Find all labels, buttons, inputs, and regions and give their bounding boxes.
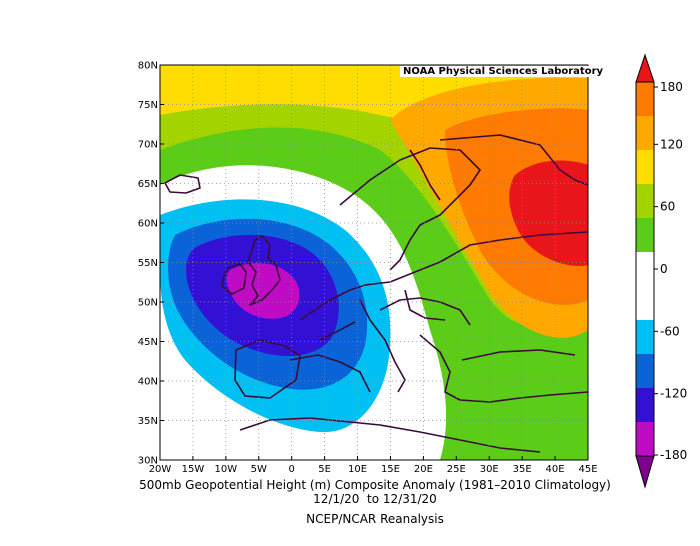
colorbar-swatch xyxy=(636,320,654,354)
colorbar-tick-label: 60 xyxy=(660,200,675,214)
colorbar-swatch xyxy=(636,218,654,252)
band-plus-180 xyxy=(509,160,588,266)
colorbar-swatch xyxy=(636,150,654,184)
lon-tick-label: 40E xyxy=(546,464,565,475)
lon-tick-label: 0 xyxy=(289,464,295,475)
axis-ticks: 20W 15W 10W 5W 0 5E 10E 15E 20E 25E 30E 35E 40E 45E 30… xyxy=(138,61,598,476)
colorbar: 180 120 60 0 -60 -120 -180 xyxy=(635,53,687,489)
colorbar-swatch xyxy=(636,354,654,388)
lon-tick-label: 10E xyxy=(348,464,367,475)
lat-tick-label: 75N xyxy=(138,100,158,111)
colorbar-tick-label: -60 xyxy=(660,324,680,338)
lat-lon-grid xyxy=(160,65,588,460)
colorbar-tick-label: 0 xyxy=(660,262,668,276)
caption-period: 12/1/20 to 12/31/20 xyxy=(313,492,437,506)
lon-tick-label: 25E xyxy=(447,464,466,475)
caption-title: 500mb Geopotential Height (m) Composite … xyxy=(139,478,611,492)
colorbar-max-arrow xyxy=(635,53,655,83)
lon-tick-label: 20E xyxy=(414,464,433,475)
colorbar-swatch xyxy=(636,422,654,456)
colorbar-swatch xyxy=(636,184,654,218)
lat-tick-label: 45N xyxy=(138,337,158,348)
lon-tick-label: 5W xyxy=(251,464,267,475)
lon-tick-label: 30E xyxy=(480,464,499,475)
lon-tick-label: 35E xyxy=(513,464,532,475)
colorbar-tick-label: -180 xyxy=(660,448,687,462)
lat-tick-label: 65N xyxy=(138,179,158,190)
colorbar-swatch xyxy=(636,388,654,422)
lon-tick-label: 15E xyxy=(381,464,400,475)
colorbar-swatch xyxy=(636,82,654,116)
lon-tick-label: 5E xyxy=(318,464,331,475)
lon-tick-label: 20W xyxy=(149,464,172,475)
colorbar-tick-label: -120 xyxy=(660,387,687,401)
lat-tick-label: 60N xyxy=(138,219,158,230)
lat-tick-label: 80N xyxy=(138,61,158,72)
colorbar-swatch xyxy=(636,286,654,320)
lon-tick-label: 15W xyxy=(182,464,205,475)
lat-tick-label: 40N xyxy=(138,377,158,388)
lat-tick-label: 50N xyxy=(138,298,158,309)
caption-source: NCEP/NCAR Reanalysis xyxy=(306,512,444,526)
lat-tick-label: 70N xyxy=(138,140,158,151)
lat-tick-label: 35N xyxy=(138,416,158,427)
colorbar-swatch xyxy=(636,252,654,286)
credit-label: NOAA Physical Sciences Laboratory xyxy=(400,66,607,77)
colorbar-tick-label: 180 xyxy=(660,80,683,94)
colorbar-swatch xyxy=(636,116,654,150)
lon-tick-label: 45E xyxy=(578,464,597,475)
anomaly-field xyxy=(160,65,588,460)
lon-tick-label: 10W xyxy=(215,464,238,475)
colorbar-tick-label: 120 xyxy=(660,137,683,151)
lat-tick-label: 30N xyxy=(138,456,158,467)
lat-tick-label: 55N xyxy=(138,258,158,269)
